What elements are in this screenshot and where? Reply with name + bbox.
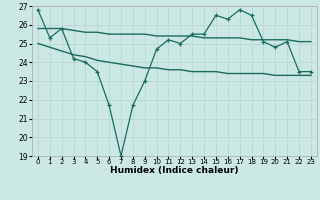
X-axis label: Humidex (Indice chaleur): Humidex (Indice chaleur) xyxy=(110,166,239,175)
